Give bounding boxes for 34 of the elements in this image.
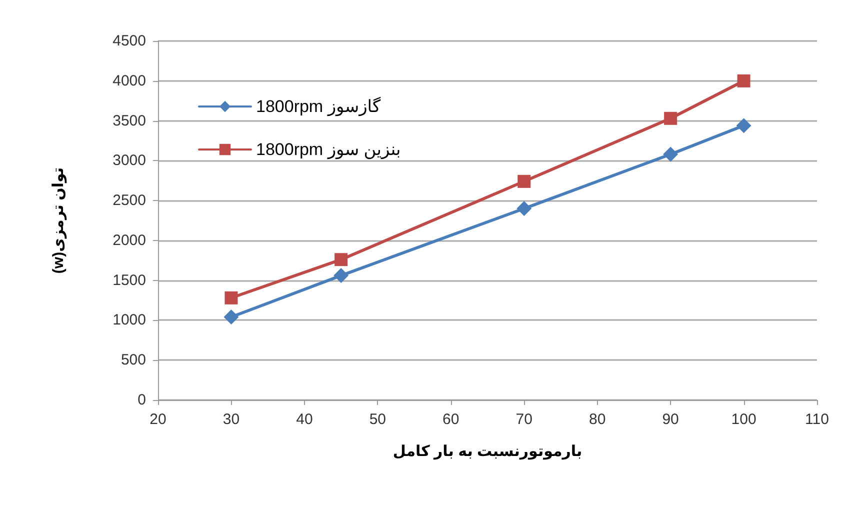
point — [664, 112, 678, 125]
point — [736, 118, 752, 134]
point — [663, 146, 678, 162]
y-tick-label: 2000 — [112, 232, 146, 249]
x-tick-label: 90 — [662, 411, 679, 428]
y-tick-label: 2500 — [112, 192, 146, 210]
point — [334, 253, 348, 266]
point — [224, 310, 239, 325]
x-tick-label: 80 — [588, 411, 606, 428]
y-tick-label: 1500 — [112, 272, 146, 289]
y-tick-label: 3500 — [112, 112, 146, 130]
y-tick-label: 3000 — [112, 152, 146, 170]
point — [518, 174, 531, 188]
legend-label: 1800rpm بنزین سوز — [256, 140, 401, 160]
x-tick-label: 110 — [805, 411, 829, 428]
x-tick-label: 60 — [442, 411, 460, 428]
x-tick-label: 20 — [150, 411, 166, 428]
x-tick-label: 30 — [222, 411, 240, 428]
y-tick-label: 500 — [120, 352, 146, 369]
y-tick-label: 1000 — [112, 312, 146, 329]
x-tick-label: 70 — [516, 411, 532, 428]
x-axis-title: بارموتورنسبت به بار کامل — [392, 443, 582, 460]
x-tick-label: 50 — [369, 411, 386, 428]
x-tick-label: 40 — [296, 411, 313, 428]
point — [516, 201, 532, 216]
point — [334, 268, 349, 284]
y-tick-label: 4000 — [112, 72, 146, 90]
y-axis-title: (w)توان ترمزی — [50, 167, 67, 274]
point — [737, 74, 750, 88]
point — [224, 291, 238, 304]
y-tick-label: 0 — [138, 392, 146, 408]
x-tick-label: 100 — [731, 411, 756, 428]
y-tick-label: 4500 — [112, 32, 146, 50]
legend-label: 1800rpm گازسوز — [256, 96, 382, 117]
